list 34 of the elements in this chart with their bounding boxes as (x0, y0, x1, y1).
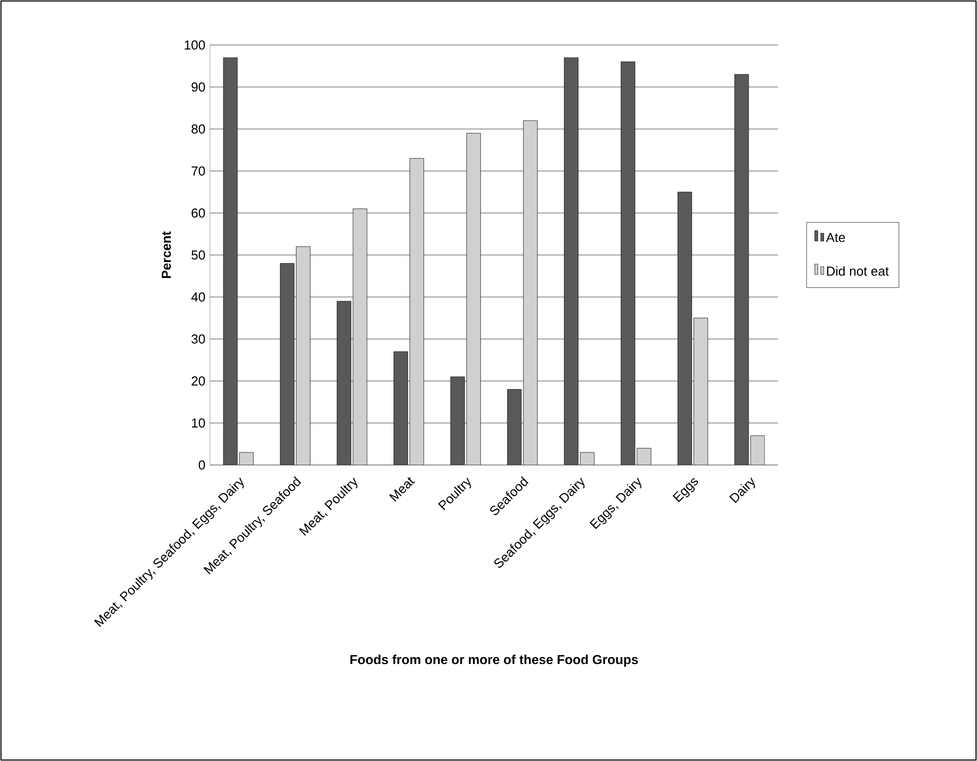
bar (336, 301, 352, 465)
y-tick-label: 40 (191, 292, 205, 302)
y-tick-label: 90 (192, 82, 205, 92)
bar (466, 132, 481, 465)
legend-label: Did not eat (827, 266, 889, 276)
bar (580, 452, 594, 465)
x-axis-title: Foods from one or more of these Food Groups (350, 654, 638, 667)
y-tick-label: 10 (192, 418, 205, 428)
bar (280, 263, 294, 465)
legend-label: Ate (826, 232, 845, 242)
bar (620, 62, 636, 465)
bar (410, 158, 424, 465)
bar (694, 318, 708, 465)
bar (564, 57, 578, 465)
y-tick-label: 80 (192, 124, 205, 134)
y-tick-label: 70 (192, 166, 205, 176)
bar (750, 435, 765, 465)
bar (296, 246, 310, 465)
y-tick-label: 50 (192, 250, 205, 260)
bar (507, 389, 522, 465)
bar (394, 351, 408, 465)
y-tick-label: 60 (192, 208, 205, 218)
y-tick-label: 20 (192, 376, 205, 386)
bar (352, 208, 368, 465)
bar (450, 376, 465, 465)
bar (523, 120, 538, 465)
bar (734, 74, 749, 465)
bar (223, 57, 238, 465)
y-tick-label: 30 (192, 334, 205, 344)
y-axis-title: Percent (162, 231, 171, 278)
bar (678, 192, 692, 465)
y-tick-label: 0 (198, 460, 205, 470)
bar (239, 452, 254, 465)
y-tick-label: 100 (184, 40, 205, 50)
